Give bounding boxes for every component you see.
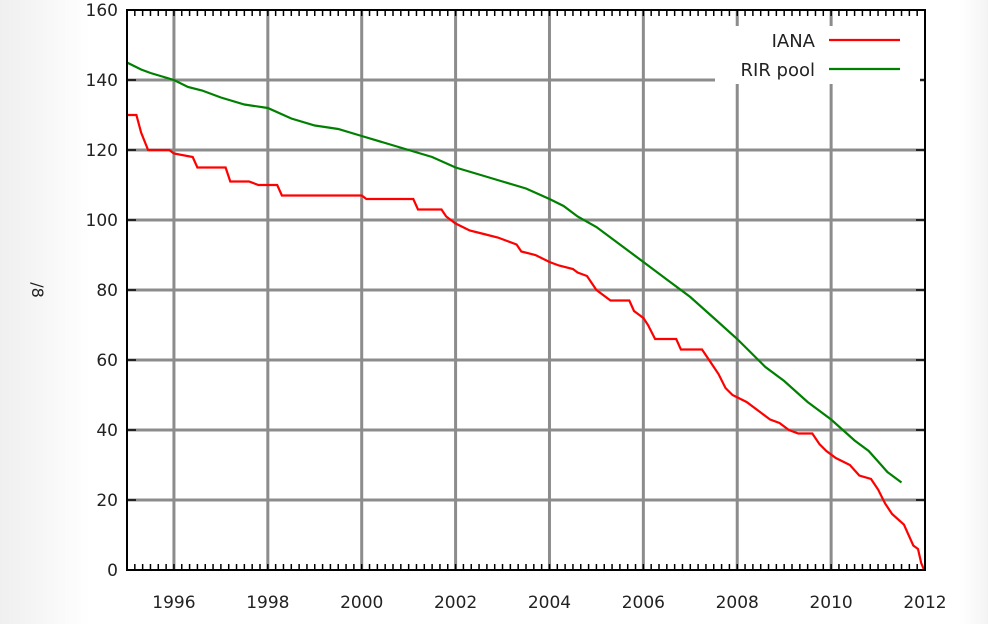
x-tick-label: 2002: [434, 593, 477, 613]
x-tick-label: 2008: [716, 593, 759, 613]
y-tick-label: 100: [86, 211, 118, 231]
plot-frame: [126, 9, 926, 571]
legend: IANA RIR pool: [715, 26, 920, 84]
x-tick-label: 1998: [246, 593, 289, 613]
y-tick-label: 140: [86, 71, 118, 91]
x-tick-label: 2004: [528, 593, 571, 613]
y-tick-label: 120: [86, 141, 118, 161]
x-tick-label: 2012: [903, 593, 946, 613]
series-layer: [126, 61, 926, 571]
series-line-iana: [127, 113, 926, 571]
y-tick-label: 60: [96, 351, 118, 371]
legend-background: [715, 26, 920, 84]
y-axis-label: /8: [28, 282, 47, 298]
x-tick-labels: 1996 1998 2000 2002 2004 2006 2008 2010 2012: [152, 593, 946, 613]
y-tick-label: 40: [96, 421, 118, 441]
legend-label-iana: IANA: [772, 31, 816, 52]
x-tick-label: 2010: [809, 593, 852, 613]
y-tick-label: 160: [86, 1, 118, 21]
y-tick-label: 0: [107, 561, 118, 581]
x-tick-label: 2006: [622, 593, 665, 613]
x-tick-label: 1996: [152, 593, 195, 613]
legend-label-rir-pool: RIR pool: [741, 60, 816, 81]
y-tick-label: 80: [96, 281, 118, 301]
y-tick-label: 20: [96, 491, 118, 511]
y-tick-labels: 0 20 40 60 80 100 120 140 160: [86, 1, 118, 581]
series-line-rir-pool: [126, 61, 903, 484]
x-tick-label: 2000: [340, 593, 383, 613]
